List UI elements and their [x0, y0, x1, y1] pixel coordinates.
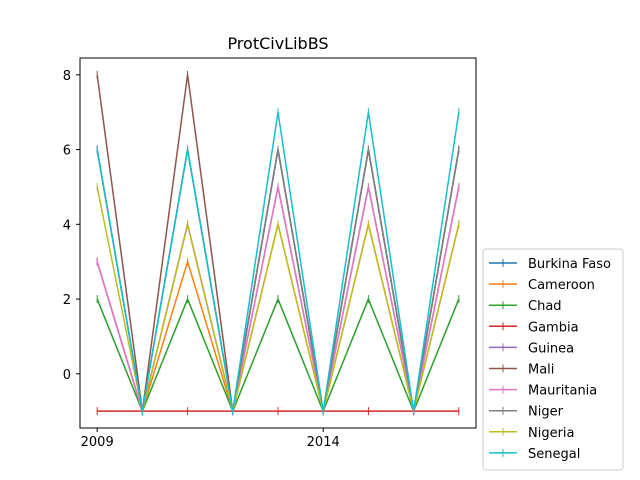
y-tick-label: 2 — [63, 293, 71, 308]
legend-label: Cameroon — [528, 278, 595, 293]
legend: Burkina Faso Cameroon Chad Gambia Guinea Mali… — [482, 248, 624, 471]
legend-item: Cameroon — [489, 278, 595, 293]
legend-label: Mauritania — [528, 384, 597, 399]
y-tick-label: 6 — [63, 144, 71, 159]
series-gambia — [96, 407, 460, 416]
plot-frame — [79, 57, 477, 429]
x-tick-label: 2009 — [81, 435, 114, 450]
legend-item: Chad — [489, 299, 562, 314]
legend-item: Mali — [489, 363, 554, 378]
y-tick-label: 8 — [63, 69, 71, 84]
legend-item: Gambia — [489, 320, 579, 335]
legend-label: Nigeria — [528, 426, 575, 441]
legend-item: Guinea — [489, 341, 574, 356]
legend-item: Senegal — [489, 447, 580, 462]
legend-label: Niger — [528, 405, 564, 420]
series-cameroon — [96, 220, 460, 416]
legend-item: Burkina Faso — [489, 257, 611, 272]
series-senegal — [96, 108, 460, 416]
x-axis: 2009 2014 — [81, 428, 340, 450]
legend-box — [482, 248, 624, 471]
plot-lines — [96, 70, 460, 416]
chart-title: ProtCivLibBS — [227, 34, 328, 53]
y-tick-label: 0 — [63, 368, 71, 383]
legend-item: Niger — [489, 405, 564, 420]
legend-label: Senegal — [528, 447, 580, 462]
legend-label: Burkina Faso — [528, 257, 611, 272]
legend-label: Guinea — [528, 341, 574, 356]
y-tick-label: 4 — [63, 218, 71, 233]
legend-label: Gambia — [528, 320, 579, 335]
legend-item: Mauritania — [489, 384, 597, 399]
y-axis: 0 2 4 6 8 — [63, 69, 80, 383]
x-tick-label: 2014 — [307, 435, 340, 450]
legend-label: Mali — [528, 363, 554, 378]
series-line — [96, 223, 460, 412]
legend-item: Nigeria — [489, 426, 575, 441]
legend-label: Chad — [528, 299, 562, 314]
